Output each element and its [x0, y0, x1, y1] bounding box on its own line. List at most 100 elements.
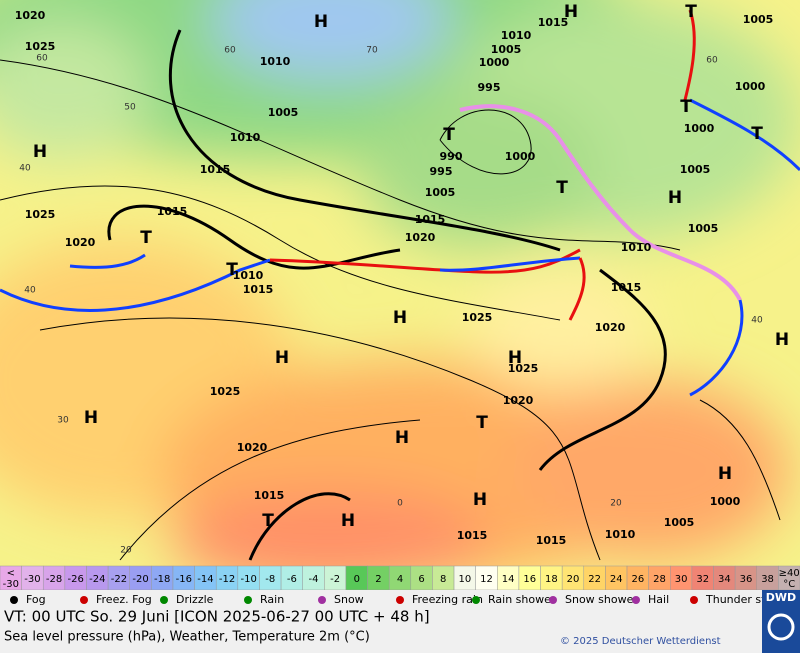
pressure-center: H: [33, 142, 47, 162]
weather-symbol: [10, 596, 18, 604]
isobar-label: 1020: [15, 9, 46, 22]
pressure-center: H: [473, 490, 487, 510]
isobar-label: 1005: [680, 163, 711, 176]
scale-label: -20: [132, 574, 148, 585]
isotherm-label: 0: [397, 499, 403, 509]
isobar-label: 995: [430, 165, 453, 178]
isobar-label: 1010: [230, 131, 261, 144]
isotherm-label: 20: [120, 546, 132, 556]
scale-label: 4: [397, 574, 403, 585]
pressure-center: H: [668, 188, 682, 208]
weather-legend-label: Freezing rain: [412, 593, 483, 606]
scale-label: -26: [68, 574, 84, 585]
scale-label: -10: [240, 574, 256, 585]
weather-legend-label: Snow shower: [565, 593, 638, 606]
isobar-label: 1025: [508, 362, 539, 375]
isobar-label: 1005: [664, 516, 695, 529]
pressure-center: H: [275, 348, 289, 368]
isobar-label: 990: [440, 150, 463, 163]
scale-label: -28: [46, 574, 62, 585]
isobar-label: 1005: [688, 222, 719, 235]
isobar-label: 1025: [210, 385, 241, 398]
scale-label: ≥40: [779, 568, 800, 579]
pressure-center: T: [226, 260, 238, 280]
scale-label: 14: [502, 574, 515, 585]
pressure-center: H: [395, 428, 409, 448]
map-labels: H HHHHHHHHHHHHTTTTTTTTT102010251010101510…: [15, 2, 789, 556]
pressure-center: H: [508, 348, 522, 368]
isobar-label: 1000: [505, 150, 536, 163]
pressure-center: H: [718, 464, 732, 484]
scale-label: -6: [287, 574, 297, 585]
scale-label: 38: [761, 574, 774, 585]
isotherm-label: 60: [224, 46, 236, 56]
map-description: Sea level pressure (hPa), Weather, Tempe…: [4, 630, 370, 645]
isobar-label: 1015: [457, 529, 488, 542]
scale-label: 18: [545, 574, 558, 585]
isobars: [0, 59, 781, 561]
weather-symbol: [244, 596, 252, 604]
scale-label: 0: [354, 574, 360, 585]
isobar-label: 1010: [501, 29, 532, 42]
isotherm-label: 60: [36, 54, 48, 64]
isotherm-label: 40: [751, 316, 763, 326]
scale-label: 24: [610, 574, 623, 585]
scale-label: 32: [696, 574, 709, 585]
scale-label: -2: [330, 574, 340, 585]
weather-symbol: [160, 596, 168, 604]
isobar-label: 1015: [157, 205, 188, 218]
isobar-label: 1015: [538, 16, 569, 29]
pressure-center: H: [314, 12, 328, 32]
isobar-label: 1005: [268, 106, 299, 119]
isobar-label: 1000: [479, 56, 510, 69]
isobar-label: 1000: [735, 80, 766, 93]
isobar-label: 1010: [605, 528, 636, 541]
weather-symbol: [80, 596, 88, 604]
pressure-center: T: [140, 228, 152, 248]
dwd-logo: [762, 590, 800, 653]
weather-symbol: [690, 596, 698, 604]
dwd-logo-mark: [767, 613, 795, 641]
isobar-label: 1005: [491, 43, 522, 56]
weather-symbol: [318, 596, 326, 604]
isobar-label: 1005: [743, 13, 774, 26]
dwd-logo-text: DWD: [766, 591, 796, 604]
isotherm-label: 50: [124, 103, 136, 113]
isobar-label: 1015: [243, 283, 274, 296]
pressure-center: H: [341, 511, 355, 531]
isobar-label: 1015: [415, 213, 446, 226]
isotherm-label: 20: [610, 499, 622, 509]
major-isobars: [107, 29, 667, 561]
scale-label: 20: [567, 574, 580, 585]
pressure-center: H: [84, 408, 98, 428]
weather-symbol: [472, 596, 480, 604]
isobar-label: 1025: [25, 40, 56, 53]
isobar-label: 1015: [611, 281, 642, 294]
scale-label: -18: [154, 574, 170, 585]
scale-label: -16: [176, 574, 192, 585]
valid-time: VT: 00 UTC So. 29 Juni [ICON 2025-06-27 …: [4, 608, 430, 626]
isobar-label: 1025: [462, 311, 493, 324]
isotherm-label: 40: [24, 286, 36, 296]
isobar-label: 1010: [260, 55, 291, 68]
pressure-center: H: [564, 2, 578, 22]
copyright: © 2025 Deutscher Wetterdienst: [560, 636, 721, 647]
isobar-label: 1010: [233, 269, 264, 282]
scale-label: 34: [718, 574, 731, 585]
color-scale: <-30 -30 -28 -26 -24 -22 -20 -18 -16 -14 -12 -10 -8-…: [0, 565, 800, 591]
scale-label: -12: [219, 574, 235, 585]
isobar-label: 1005: [425, 186, 456, 199]
isotherm-label: 30: [57, 416, 69, 426]
isotherm-label: 70: [366, 46, 378, 56]
weather-symbol: [396, 596, 404, 604]
weather-legend-label: Fog: [26, 593, 46, 606]
map: [0, 0, 800, 566]
scale-label: 6: [418, 574, 424, 585]
weather-legend-label: Hail: [648, 593, 669, 606]
scale-label: 22: [588, 574, 601, 585]
pressure-center: T: [685, 2, 697, 22]
isotherm-label: 40: [19, 164, 31, 174]
scale-label: -4: [309, 574, 319, 585]
scale-label: °C: [783, 579, 795, 590]
